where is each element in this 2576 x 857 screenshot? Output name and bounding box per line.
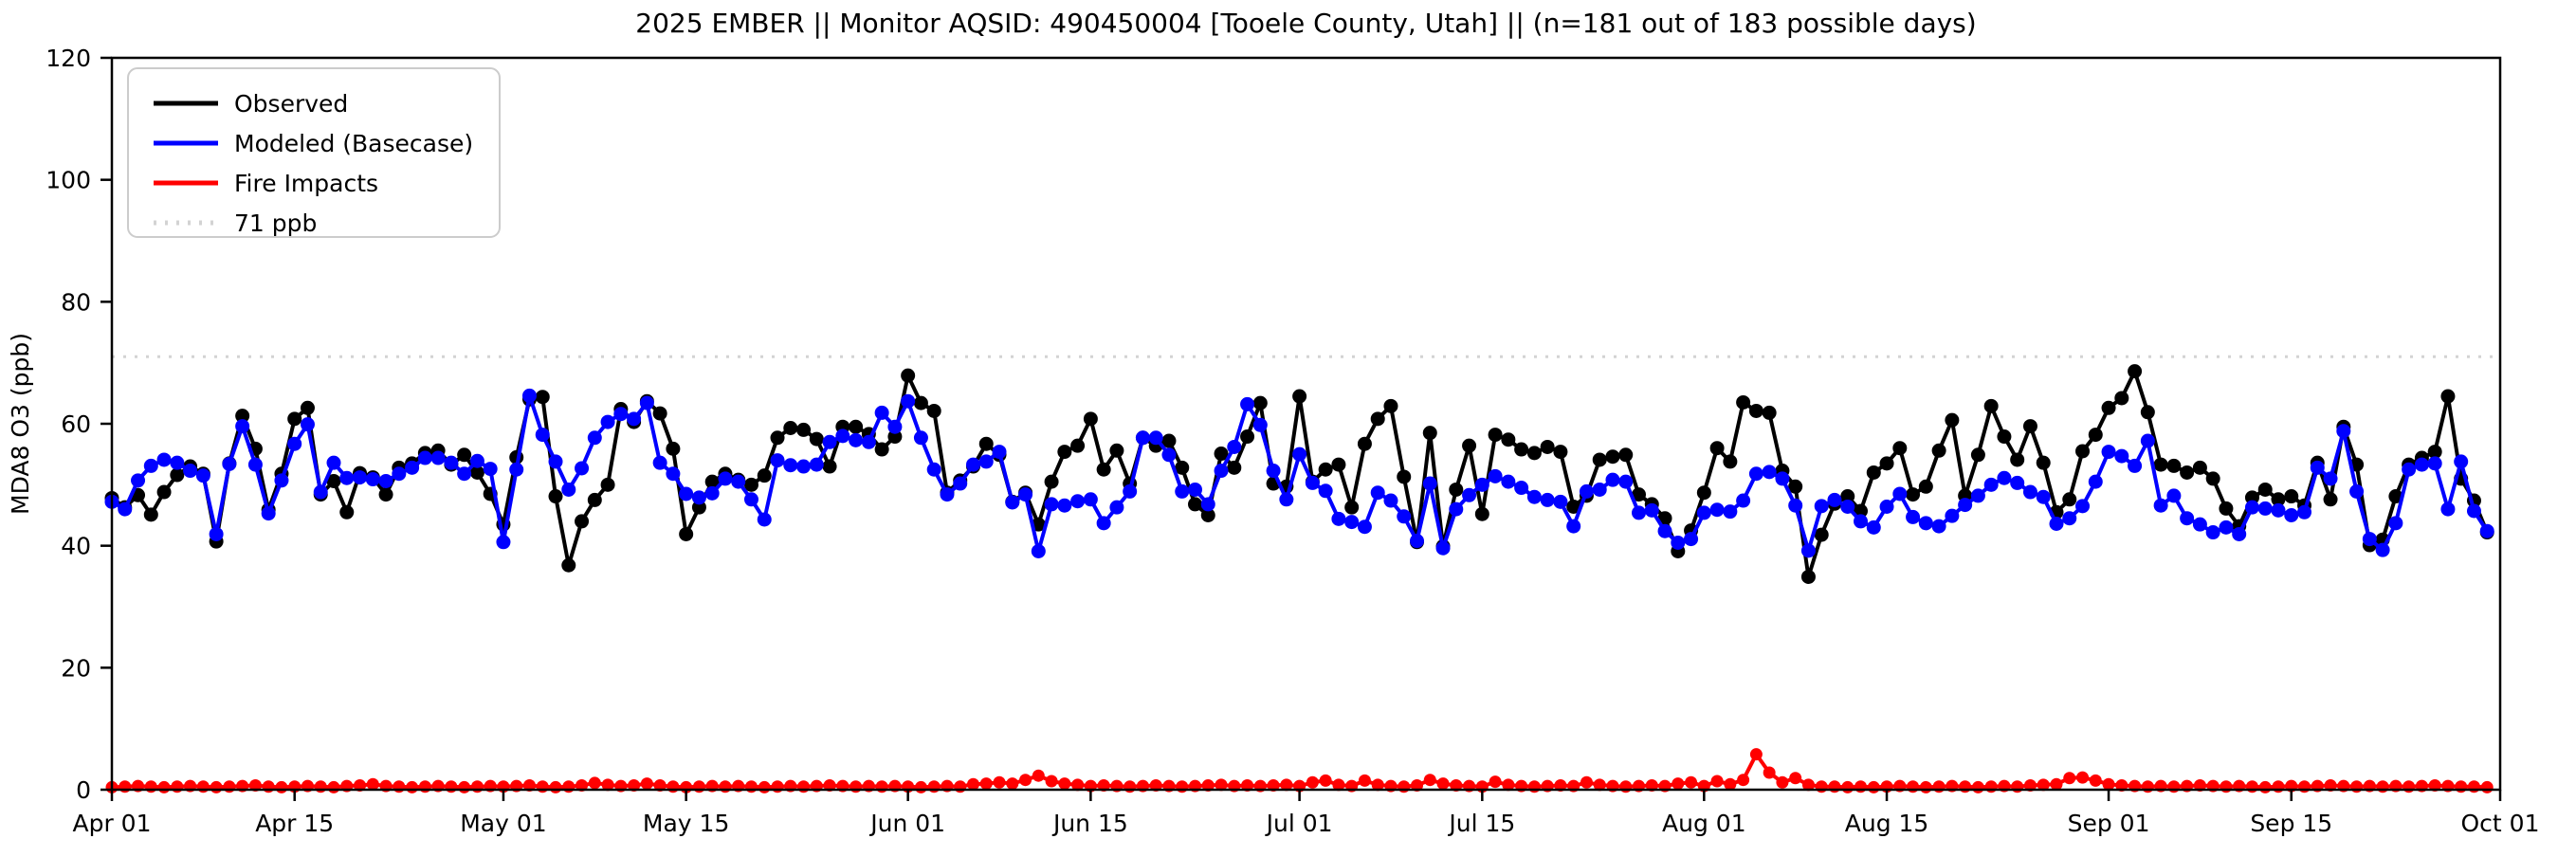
legend-label-71ppb: 71 ppb [234, 210, 317, 237]
x-tick-label: Sep 01 [2068, 810, 2150, 837]
x-tick-label: May 01 [460, 810, 546, 837]
x-tick-label: Jul 01 [1265, 810, 1333, 837]
x-tick-label: Apr 15 [255, 810, 334, 837]
chart-title: 2025 EMBER || Monitor AQSID: 490450004 [… [635, 8, 1976, 39]
y-axis-label: MDA8 O3 (ppb) [7, 333, 34, 515]
x-tick-label: Aug 15 [1845, 810, 1929, 837]
x-tick-label: Sep 15 [2250, 810, 2332, 837]
legend-entry-observed: Observed [154, 90, 348, 118]
x-tick-label: Oct 01 [2461, 810, 2540, 837]
y-tick-label: 60 [61, 410, 91, 438]
y-tick-label: 40 [61, 533, 91, 560]
legend-label-fire-impacts: Fire Impacts [234, 170, 378, 197]
legend-box: Observed Modeled (Basecase) Fire Impacts… [127, 67, 501, 238]
x-tick-label: Aug 01 [1662, 810, 1746, 837]
y-tick-label: 0 [76, 776, 91, 804]
y-tick-label: 100 [46, 167, 91, 194]
plot-spines [110, 56, 2502, 792]
x-tick-label: Jun 01 [868, 810, 945, 837]
axes-layer: 0 20 40 60 80 100 120 Apr 01 Apr 15 May 01 May 15 J… [46, 45, 2539, 837]
x-tick-label: Apr 01 [72, 810, 151, 837]
data-series-layer [104, 364, 2494, 793]
y-tick-label: 80 [61, 288, 91, 316]
legend-label-observed: Observed [234, 90, 348, 118]
x-tick-label: Jun 15 [1051, 810, 1128, 837]
legend-entry-fire-impacts: Fire Impacts [154, 170, 378, 197]
legend-border [127, 67, 501, 238]
x-tick-label: May 15 [643, 810, 729, 837]
y-tick-label: 120 [46, 45, 91, 72]
legend-entry-modeled: Modeled (Basecase) [154, 130, 473, 157]
x-tick-label: Jul 15 [1447, 810, 1515, 837]
y-tick-label: 20 [61, 654, 91, 682]
legend-label-modeled: Modeled (Basecase) [234, 130, 473, 157]
legend-entry-71ppb: 71 ppb [154, 210, 317, 237]
